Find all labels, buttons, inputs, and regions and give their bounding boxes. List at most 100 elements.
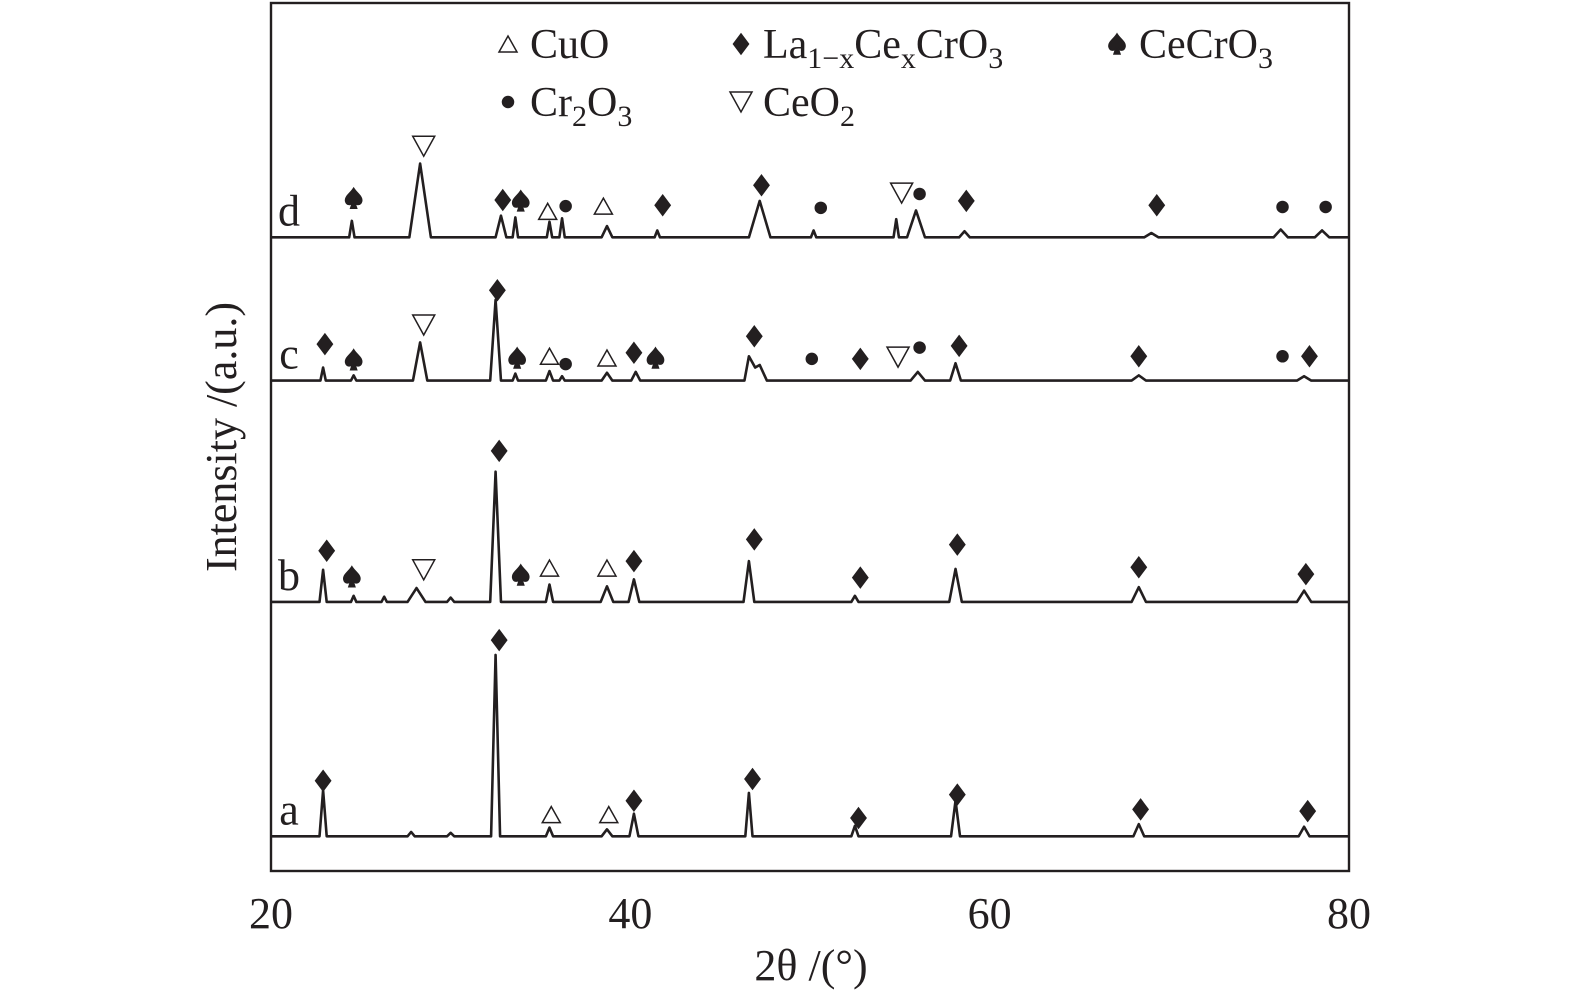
spectrum-line — [271, 653, 1349, 838]
marker-triangle-up — [596, 348, 618, 367]
legend-text-part: CeO — [763, 80, 840, 126]
legend-text-part: CrO — [916, 22, 988, 68]
marker-diamond — [732, 32, 750, 56]
marker-diamond — [1148, 193, 1166, 217]
marker-circle — [559, 199, 572, 213]
marker-circle — [913, 341, 926, 354]
legend-text-part: Ce — [854, 22, 901, 68]
legend-label: La1−xCexCrO3 — [763, 22, 1003, 75]
legend-text-part: La — [763, 22, 808, 68]
x-tick-label: 80 — [1327, 889, 1371, 938]
marker-diamond — [1130, 555, 1148, 579]
marker-circle — [805, 352, 819, 366]
marker-diamond — [1132, 798, 1150, 821]
marker-circle — [501, 95, 515, 109]
marker-triangle-up — [596, 558, 618, 577]
x-axis-label: 2θ /(°) — [754, 941, 867, 990]
marker-diamond — [1130, 345, 1148, 368]
legend-text-part: 2 — [572, 100, 587, 133]
marker-diamond — [851, 347, 869, 371]
marker-circle — [913, 187, 926, 201]
marker-triangle-down — [411, 135, 436, 158]
legend-text-part: O — [587, 80, 617, 126]
marker-spade — [344, 186, 363, 210]
marker-triangle-down — [411, 559, 436, 582]
marker-spade — [511, 563, 530, 586]
legend-text-part: 2 — [840, 100, 855, 133]
x-tick-label: 20 — [249, 889, 293, 938]
marker-triangle-down — [411, 314, 436, 337]
marker-diamond — [625, 549, 643, 573]
legend-label: CuO — [530, 22, 609, 68]
marker-diamond — [957, 189, 975, 213]
series-label: d — [278, 186, 300, 235]
marker-diamond — [314, 769, 332, 792]
marker-diamond — [318, 539, 336, 562]
spectrum-line — [271, 162, 1349, 239]
marker-triangle-down — [889, 182, 914, 205]
spectrum-line — [271, 470, 1349, 604]
legend-label: Cr2O3 — [530, 80, 632, 133]
marker-diamond — [851, 566, 869, 589]
marker-diamond — [488, 279, 506, 302]
x-tick-label: 40 — [608, 889, 652, 938]
marker-triangle-up — [593, 196, 614, 215]
marker-triangle-up — [497, 34, 519, 53]
marker-spade — [511, 189, 530, 212]
marker-circle — [1319, 200, 1332, 214]
marker-diamond — [850, 806, 867, 830]
marker-triangle-up — [539, 346, 560, 366]
marker-triangle-up — [539, 558, 560, 577]
legend-text-part: 3 — [1258, 42, 1273, 75]
marker-diamond — [625, 789, 643, 812]
marker-diamond — [490, 439, 508, 463]
y-axis-label: Intensity /(a.u.) — [197, 302, 246, 572]
x-tick-label: 60 — [968, 889, 1012, 938]
marker-diamond — [494, 188, 512, 212]
marker-spade — [508, 346, 526, 369]
legend-text-part: 1−x — [807, 42, 854, 75]
marker-triangle-down — [728, 91, 754, 114]
spectrum-line — [271, 298, 1349, 382]
legend-text-part: CeCrO — [1139, 22, 1258, 68]
marker-diamond — [950, 334, 968, 358]
marker-diamond — [948, 783, 966, 806]
marker-triangle-up — [537, 201, 558, 221]
marker-diamond — [745, 528, 763, 551]
legend-text-part: 3 — [988, 42, 1003, 75]
marker-diamond — [1301, 345, 1318, 368]
plot-frame — [269, 1, 1351, 873]
marker-spade — [646, 346, 665, 369]
marker-diamond — [1299, 799, 1317, 823]
legend-text-part: x — [901, 42, 916, 75]
series-label: c — [279, 330, 299, 379]
marker-diamond — [316, 332, 334, 356]
marker-circle — [1276, 350, 1289, 363]
marker-diamond — [744, 767, 761, 791]
marker-triangle-up — [598, 805, 620, 824]
marker-diamond — [745, 325, 763, 348]
series-label: b — [278, 551, 300, 600]
marker-triangle-up — [540, 805, 562, 824]
marker-diamond — [654, 193, 672, 217]
legend-text-part: Cr — [530, 80, 572, 126]
marker-triangle-down — [885, 346, 911, 369]
marker-diamond — [753, 174, 770, 197]
marker-spade — [344, 348, 363, 371]
legend-label: CeO2 — [763, 80, 855, 133]
legend-text-part: CuO — [530, 22, 609, 68]
marker-diamond — [625, 341, 643, 365]
legend-label: CeCrO3 — [1139, 22, 1273, 75]
marker-diamond — [490, 628, 508, 652]
marker-diamond — [948, 533, 966, 556]
marker-spade — [343, 565, 361, 588]
legend-text-part: 3 — [617, 100, 632, 133]
marker-spade — [1108, 32, 1126, 55]
marker-diamond — [1297, 562, 1315, 586]
series-label: a — [279, 785, 299, 834]
marker-circle — [814, 201, 828, 215]
marker-circle — [1276, 200, 1289, 214]
marker-circle — [559, 357, 572, 371]
